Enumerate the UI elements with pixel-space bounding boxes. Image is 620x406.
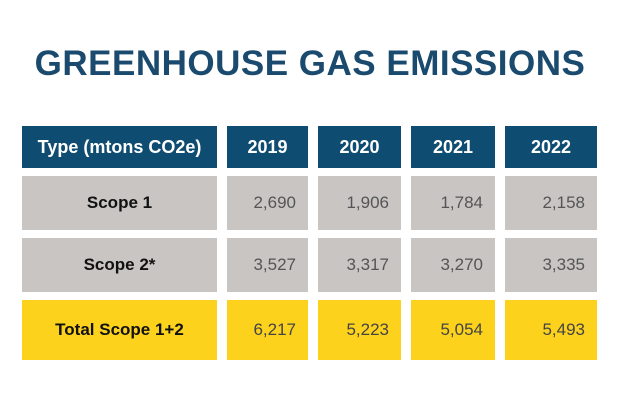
table-cell: 3,335 [505, 238, 597, 292]
row-label: Scope 2* [22, 238, 217, 292]
table-cell: 3,317 [318, 238, 401, 292]
table-cell: 5,223 [318, 300, 401, 360]
table-cell: 3,527 [227, 238, 308, 292]
table-cell: 6,217 [227, 300, 308, 360]
title: GREENHOUSE GAS EMISSIONS [34, 44, 586, 83]
column-header: 2022 [505, 126, 597, 168]
column-header: 2019 [227, 126, 308, 168]
table-cell: 3,270 [411, 238, 495, 292]
table-cell: 1,906 [318, 176, 401, 230]
column-header: 2021 [411, 126, 495, 168]
emissions-table: Type (mtons CO2e) 2019 2020 2021 2022 Scope 1… [22, 126, 597, 360]
table-cell: 2,158 [505, 176, 597, 230]
table-cell: 1,784 [411, 176, 495, 230]
row-label: Total Scope 1+2 [22, 300, 217, 360]
column-header: Type (mtons CO2e) [22, 126, 217, 168]
column-header: 2020 [318, 126, 401, 168]
table-cell: 5,054 [411, 300, 495, 360]
table-cell: 5,493 [505, 300, 597, 360]
row-label: Scope 1 [22, 176, 217, 230]
table-cell: 2,690 [227, 176, 308, 230]
